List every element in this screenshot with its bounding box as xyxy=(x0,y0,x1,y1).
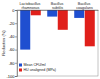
y-tick-label: -20 xyxy=(9,21,16,26)
x-tick-label: Lactobacillus rhamnosus xyxy=(20,2,42,10)
y-tick: 0 xyxy=(12,8,17,13)
x-tick-label: Bacillus coagulans xyxy=(76,2,93,10)
y-tick-label: -100 xyxy=(6,74,15,79)
y-tick-mark xyxy=(15,76,17,77)
x-tick: Bacillus coagulans xyxy=(76,2,93,11)
y-tick: -40 xyxy=(9,34,17,39)
bar xyxy=(20,10,30,50)
legend-item: HU unaligned (MPa) xyxy=(19,68,56,72)
y-tick-label: -60 xyxy=(9,47,16,52)
y-tick-mark xyxy=(15,23,17,24)
legend-swatch xyxy=(19,69,22,72)
x-tick: Bacillus subtilis xyxy=(51,2,64,11)
bar xyxy=(31,10,41,15)
x-tick-label: Bacillus subtilis xyxy=(51,2,64,10)
y-tick-mark xyxy=(15,50,17,51)
y-tick-label: -80 xyxy=(9,61,16,66)
y-tick: -100 xyxy=(6,74,17,79)
plot-frame xyxy=(17,10,98,76)
y-tick-mark xyxy=(15,36,17,37)
y-tick-label: 0 xyxy=(12,8,15,13)
y-axis-line xyxy=(15,11,18,77)
bars xyxy=(20,10,95,50)
y-tick: -60 xyxy=(9,47,17,52)
bar xyxy=(47,10,57,17)
legend-swatch xyxy=(19,64,22,67)
x-tick: Lactobacillus rhamnosus xyxy=(20,2,42,11)
y-axis: 0 -20 -40 -60 -80 -100 xyxy=(6,8,17,79)
y-tick: -80 xyxy=(9,61,17,66)
bar xyxy=(85,10,95,46)
bar xyxy=(74,10,84,18)
x-axis: Lactobacillus rhamnosus Bacillus subtilis… xyxy=(18,2,99,11)
chart: 0 -20 -40 -60 -80 -100 Lactobacillus rhamnosus… xyxy=(0,0,100,79)
legend: Mean CFU/mlHU unaligned (MPa) xyxy=(19,63,56,72)
plot: 0 -20 -40 -60 -80 -100 Lactobacillus rhamnosus… xyxy=(6,2,98,79)
y-tick-label: -40 xyxy=(9,34,16,39)
y-tick-mark xyxy=(15,63,17,64)
bar xyxy=(58,10,68,30)
legend-label: Mean CFU/ml xyxy=(24,63,46,67)
y-tick: -20 xyxy=(9,21,17,26)
y-tick-mark xyxy=(15,10,17,11)
x-axis-line xyxy=(18,10,99,11)
legend-label: HU unaligned (MPa) xyxy=(24,68,57,72)
legend-item: Mean CFU/ml xyxy=(19,63,46,67)
y-axis-title: Reduction (%) xyxy=(1,30,6,56)
